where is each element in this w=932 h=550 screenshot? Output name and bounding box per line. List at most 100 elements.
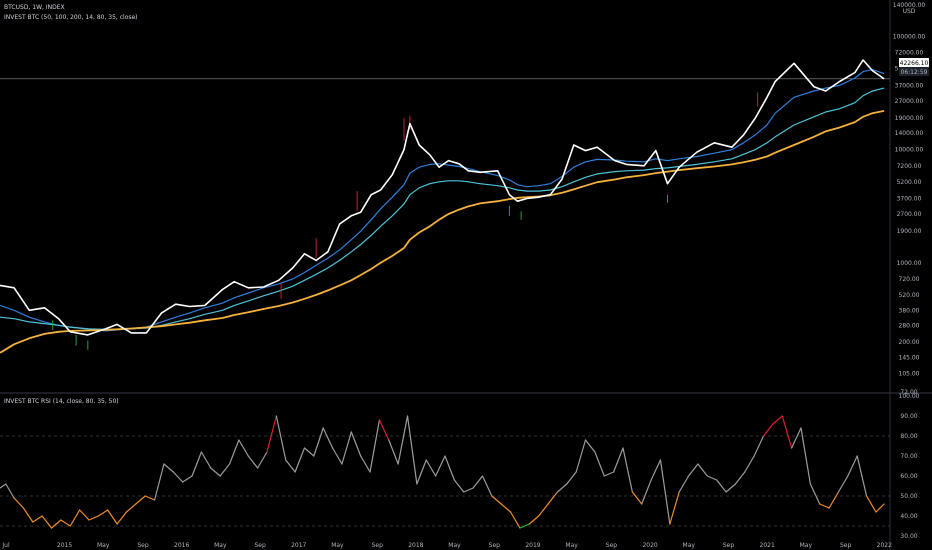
rsi-segment-1 xyxy=(5,483,15,499)
price-axis-tick-5: 19000.00 xyxy=(895,115,924,122)
time-axis-tick-17: May xyxy=(683,542,696,549)
rsi-segment-59 xyxy=(547,491,559,505)
rsi-segment-39 xyxy=(360,455,371,473)
rsi-segment-69 xyxy=(641,479,652,505)
price-axis-tick-6: 14000.00 xyxy=(895,130,924,137)
rsi-segment-22 xyxy=(200,451,212,469)
price-axis-tick-16: 380.00 xyxy=(899,307,920,314)
rsi-segment-60 xyxy=(556,483,568,493)
rsi-segment-54 xyxy=(500,503,512,513)
time-axis-tick-10: 2018 xyxy=(408,542,423,549)
rsi-segment-19 xyxy=(172,471,184,483)
price-axis-tick-10: 3700.00 xyxy=(897,195,922,202)
rsi-segment-10 xyxy=(88,515,99,521)
price-axis-tick-13: 1000.00 xyxy=(897,260,922,267)
time-axis-tick-9: Sep xyxy=(372,542,384,549)
rsi-segment-63 xyxy=(584,439,596,453)
indicator-line: INVEST BTC (50, 100, 200, 14, 80, 35, cl… xyxy=(4,14,138,21)
rsi-segment-77 xyxy=(716,479,727,493)
rsi-segment-58 xyxy=(538,503,549,517)
rsi-segment-86 xyxy=(800,427,811,485)
rsi-segment-35 xyxy=(322,427,334,449)
price-axis-tick-20: 105.00 xyxy=(899,370,920,377)
time-axis-tick-14: May xyxy=(565,542,578,549)
rsi-segment-53 xyxy=(491,495,502,505)
price-axis-tick-19: 145.00 xyxy=(899,355,920,362)
price-axis-tick-18: 200.00 xyxy=(899,339,920,346)
price-axis-tick-3: 37000.00 xyxy=(895,82,924,89)
rsi-segment-16 xyxy=(144,495,156,501)
time-axis-tick-2: May xyxy=(97,542,110,549)
rsi-segment-13 xyxy=(116,511,128,525)
rsi-axis-tick-2: 80.00 xyxy=(900,433,917,440)
rsi-segment-20 xyxy=(182,475,193,483)
rsi-segment-27 xyxy=(247,455,259,469)
price-axis-tick-15: 520.00 xyxy=(899,292,920,299)
rsi-segment-17 xyxy=(153,463,165,501)
rsi-segment-21 xyxy=(191,451,203,477)
rsi-segment-14 xyxy=(125,503,137,513)
rsi-segment-57 xyxy=(528,515,540,525)
ma-50-line xyxy=(0,68,885,332)
rsi-segment-41 xyxy=(378,419,390,441)
time-axis-tick-4: 2016 xyxy=(174,542,189,549)
rsi-segment-66 xyxy=(613,447,624,473)
rsi-segment-44 xyxy=(406,415,418,485)
rsi-segment-89 xyxy=(828,491,840,509)
rsi-segment-65 xyxy=(603,471,615,477)
price-axis-tick-1: 72000.00 xyxy=(895,50,924,57)
rsi-axis-tick-4: 60.00 xyxy=(900,473,917,480)
rsi-segment-7 xyxy=(60,519,71,527)
rsi-segment-48 xyxy=(444,455,455,481)
rsi-segment-79 xyxy=(734,471,746,485)
rsi-segment-36 xyxy=(331,447,343,465)
rsi-segment-76 xyxy=(706,475,718,481)
rsi-segment-49 xyxy=(453,479,465,493)
rsi-segment-11 xyxy=(97,509,109,517)
rsi-segment-2 xyxy=(13,497,25,509)
symbol-line: BTCUSD, 1W, INDEX xyxy=(4,4,65,11)
currency-unit: USD xyxy=(903,8,916,15)
rsi-segment-18 xyxy=(163,463,174,473)
rsi-segment-73 xyxy=(678,475,690,493)
rsi-segment-30 xyxy=(275,415,287,461)
rsi-segment-43 xyxy=(397,415,409,465)
rsi-segment-93 xyxy=(865,495,877,513)
rsi-segment-88 xyxy=(819,503,830,509)
rsi-segment-34 xyxy=(313,427,324,457)
rsi-segment-37 xyxy=(341,431,352,465)
time-axis-tick-12: Sep xyxy=(489,542,501,549)
time-axis-tick-11: May xyxy=(448,542,461,549)
rsi-axis-tick-0: 100.00 xyxy=(899,393,920,400)
time-axis-tick-16: 2020 xyxy=(642,542,657,549)
price-axis-tick-11: 2700.00 xyxy=(897,211,922,218)
rsi-segment-29 xyxy=(266,415,277,453)
rsi-segment-15 xyxy=(135,495,146,505)
rsi-axis-tick-5: 50.00 xyxy=(900,493,917,500)
rsi-segment-0 xyxy=(0,483,7,489)
time-axis-tick-6: Sep xyxy=(254,542,266,549)
rsi-segment-5 xyxy=(41,515,53,529)
price-axis-tick-9: 5200.00 xyxy=(897,179,922,186)
price-tag-countdown: 06:12:59 xyxy=(901,69,928,76)
rsi-segment-92 xyxy=(856,455,868,497)
rsi-segment-42 xyxy=(388,439,399,465)
rsi-segment-33 xyxy=(303,447,315,457)
rsi-segment-85 xyxy=(791,427,802,449)
rsi-segment-38 xyxy=(350,431,362,457)
rsi-segment-68 xyxy=(631,491,643,505)
time-axis-tick-0: Jul xyxy=(1,542,10,549)
rsi-segment-72 xyxy=(669,491,680,525)
price-axis-tick-12: 1900.00 xyxy=(897,228,922,235)
rsi-segment-40 xyxy=(369,419,381,473)
price-tag-value: 42266.10 xyxy=(900,60,929,67)
price-line xyxy=(0,59,885,336)
time-axis-tick-15: Sep xyxy=(606,542,618,549)
time-axis-tick-20: May xyxy=(800,542,813,549)
time-axis-tick-13: 2019 xyxy=(525,542,540,549)
rsi-segment-74 xyxy=(687,463,699,477)
rsi-segment-4 xyxy=(32,515,43,523)
rsi-axis-tick-1: 90.00 xyxy=(900,413,917,420)
rsi-segment-70 xyxy=(650,459,662,481)
